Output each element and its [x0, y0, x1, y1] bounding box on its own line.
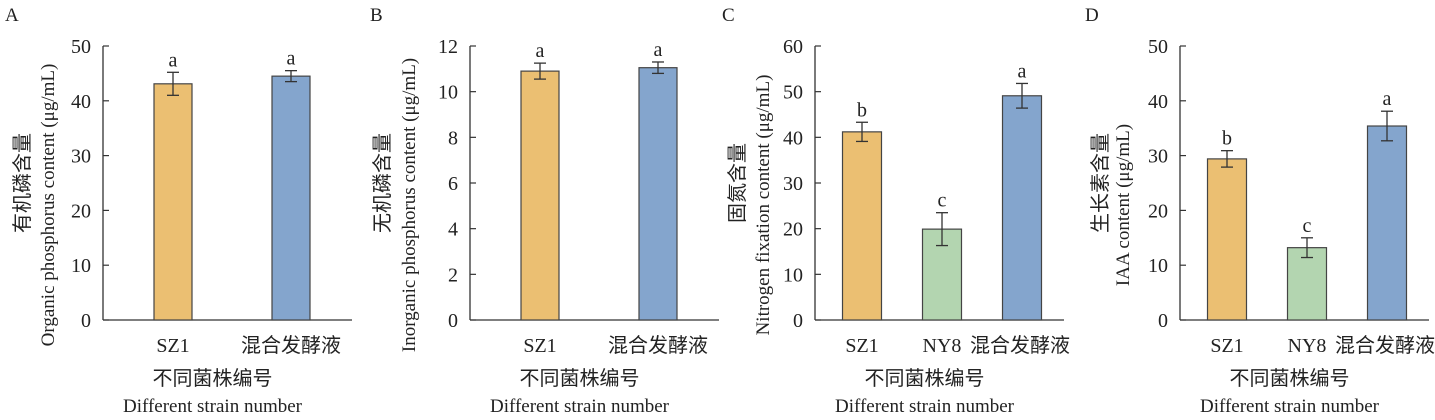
- y-tick-label: 8: [448, 127, 458, 149]
- y-tick-label: 10: [71, 255, 91, 277]
- y-tick-label: 30: [783, 173, 803, 195]
- x-axis-title-cn: 不同菌株编号: [865, 367, 985, 390]
- y-tick-label: 20: [783, 219, 803, 241]
- significance-letter: b: [1222, 128, 1232, 150]
- x-axis-title-cn: 不同菌株编号: [1230, 367, 1350, 390]
- panel-letter: C: [722, 5, 735, 26]
- y-tick-label: 10: [438, 82, 458, 104]
- y-tick-label: 12: [438, 36, 458, 58]
- x-tick-label: SZ1: [845, 335, 878, 357]
- y-axis-title-cn: 固氮含量: [726, 143, 749, 223]
- y-axis-title-en: Nitrogen fixation content (μg/mL): [753, 75, 774, 336]
- y-tick-label: 50: [783, 82, 803, 104]
- bar: [153, 83, 193, 321]
- x-tick-label: NY8: [1288, 335, 1327, 357]
- y-tick-label: 30: [1148, 146, 1168, 168]
- y-tick-label: 40: [783, 127, 803, 149]
- y-axis-title-cn: 有机磷含量: [11, 133, 34, 233]
- significance-letter: c: [938, 190, 947, 212]
- y-tick-label: 50: [1148, 36, 1168, 58]
- x-tick-label: NY8: [923, 335, 962, 357]
- bar: [1206, 158, 1248, 321]
- y-tick-label: 2: [448, 264, 458, 286]
- y-axis-title-en: IAA content (μg/mL): [1113, 124, 1134, 286]
- y-tick-label: 50: [71, 36, 91, 58]
- y-tick-label: 0: [448, 310, 458, 332]
- x-axis-title-en: Different strain number: [490, 396, 670, 417]
- y-tick-label: 30: [71, 146, 91, 168]
- bar: [1366, 125, 1408, 321]
- y-tick-label: 10: [783, 264, 803, 286]
- y-tick-label: 10: [1148, 255, 1168, 277]
- panel-letter: A: [5, 5, 19, 26]
- bar: [520, 70, 560, 321]
- y-tick-label: 60: [783, 36, 803, 58]
- x-axis-title-en: Different strain number: [1200, 396, 1380, 417]
- bar: [271, 75, 311, 321]
- x-tick-label: SZ1: [523, 335, 556, 357]
- y-tick-label: 20: [1148, 200, 1168, 222]
- x-tick-label: 混合发酵液: [1335, 334, 1435, 357]
- significance-letter: a: [1383, 88, 1392, 110]
- bar: [1001, 95, 1043, 321]
- x-tick-label: 混合发酵液: [241, 334, 341, 357]
- bar: [1286, 247, 1328, 321]
- bar: [638, 67, 678, 321]
- x-axis-title-en: Different strain number: [123, 396, 303, 417]
- significance-letter: a: [169, 49, 178, 71]
- significance-letter: c: [1303, 215, 1312, 237]
- x-axis-title-cn: 不同菌株编号: [153, 367, 273, 390]
- significance-letter: a: [287, 48, 296, 70]
- significance-letter: a: [654, 39, 663, 61]
- y-tick-label: 0: [81, 310, 91, 332]
- x-tick-label: SZ1: [1210, 335, 1243, 357]
- y-tick-label: 40: [1148, 91, 1168, 113]
- significance-letter: a: [1018, 60, 1027, 82]
- y-axis-title-en: Organic phosphorus content (μg/mL): [38, 64, 59, 347]
- y-axis-title-en: Inorganic phosphorus content (μg/mL): [399, 58, 420, 352]
- significance-letter: a: [536, 40, 545, 62]
- x-tick-label: 混合发酵液: [608, 334, 708, 357]
- x-axis-title-cn: 不同菌株编号: [520, 367, 640, 390]
- y-tick-label: 40: [71, 91, 91, 113]
- panel-letter: B: [370, 5, 383, 26]
- y-axis-title-cn: 无机磷含量: [371, 133, 394, 233]
- y-tick-label: 0: [793, 310, 803, 332]
- x-tick-label: SZ1: [156, 335, 189, 357]
- y-tick-label: 20: [71, 200, 91, 222]
- y-tick-label: 6: [448, 173, 458, 195]
- panel-letter: D: [1085, 5, 1099, 26]
- significance-letter: b: [857, 99, 867, 121]
- bar: [841, 131, 883, 321]
- x-tick-label: 混合发酵液: [970, 334, 1070, 357]
- x-axis-title-en: Different strain number: [835, 396, 1015, 417]
- y-tick-label: 0: [1158, 310, 1168, 332]
- y-axis-title-cn: 生长素含量: [1089, 133, 1112, 233]
- y-tick-label: 4: [448, 219, 458, 241]
